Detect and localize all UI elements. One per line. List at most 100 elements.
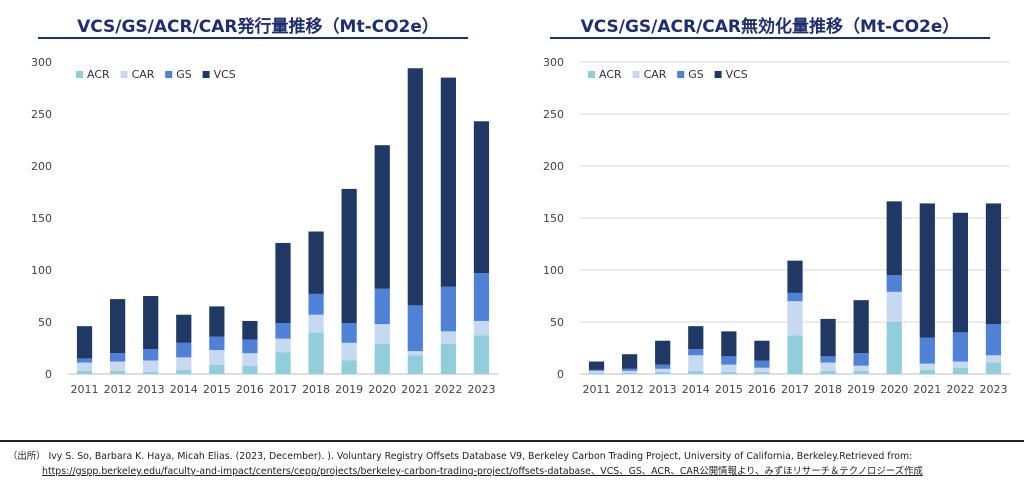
bar-car-2013 <box>143 360 159 372</box>
y-tick-label: 300 <box>31 56 52 69</box>
bar-vcs-2022 <box>952 212 968 333</box>
bar-acr-2013 <box>143 371 159 374</box>
y-tick-label: 100 <box>31 264 52 277</box>
legend-swatch-acr <box>588 71 595 78</box>
bar-vcs-2014 <box>688 326 704 350</box>
bar-gs-2016 <box>242 339 258 354</box>
x-tick-label: 2013 <box>649 383 677 396</box>
bar-acr-2022 <box>952 367 968 374</box>
bar-vcs-2023 <box>985 203 1002 325</box>
bar-car-2021 <box>919 363 935 370</box>
bar-gs-2016 <box>754 360 770 368</box>
bar-gs-2021 <box>407 305 423 352</box>
bar-acr-2012 <box>622 372 638 374</box>
y-tick-label: 150 <box>31 212 52 225</box>
bar-acr-2017 <box>787 335 803 374</box>
bar-vcs-2017 <box>275 242 291 324</box>
bar-car-2017 <box>275 338 291 353</box>
bar-gs-2023 <box>473 273 490 321</box>
bar-vcs-2013 <box>655 340 671 365</box>
x-tick-label: 2019 <box>847 383 875 396</box>
legend-swatch-car <box>120 71 128 78</box>
issuance-chart-panel: VCS/GS/ACR/CAR発行量推移（Mt-CO2e） 0 50 100 150 20… <box>8 0 508 430</box>
source-link[interactable]: https://gspp.berkeley.edu/faculty-and-im… <box>42 466 923 477</box>
x-tick-label: 2011 <box>583 383 611 396</box>
bar-vcs-2019 <box>341 188 357 324</box>
x-tick-label: 2016 <box>236 383 264 396</box>
y-tick-label: 100 <box>543 264 564 277</box>
bar-vcs-2011 <box>588 361 605 370</box>
bar-gs-2017 <box>275 323 291 339</box>
bar-vcs-2015 <box>209 306 225 337</box>
bar-car-2016 <box>242 353 258 366</box>
bar-gs-2014 <box>176 342 192 358</box>
retirement-chart-panel: VCS/GS/ACR/CAR無効化量推移（Mt-CO2e） 0 50 100 150 2… <box>520 0 1020 430</box>
bar-vcs-2020 <box>886 201 902 276</box>
x-tick-label: 2018 <box>302 383 330 396</box>
bar-car-2014 <box>688 355 704 371</box>
bar-car-2023 <box>473 320 490 336</box>
bar-acr-2011 <box>76 370 93 374</box>
x-tick-label: 2022 <box>946 383 974 396</box>
bar-gs-2012 <box>622 368 638 371</box>
y-tick-label: 150 <box>543 212 564 225</box>
bar-vcs-2017 <box>787 260 803 293</box>
bar-gs-2021 <box>919 337 935 364</box>
bar-gs-2019 <box>853 353 869 366</box>
bar-gs-2013 <box>143 349 159 361</box>
bar-car-2014 <box>176 357 192 370</box>
x-tick-label: 2015 <box>203 383 231 396</box>
y-tick-label: 250 <box>543 108 564 121</box>
bar-gs-2023 <box>985 324 1002 356</box>
bar-acr-2019 <box>853 370 869 374</box>
x-tick-label: 2021 <box>913 383 941 396</box>
bar-gs-2015 <box>721 356 737 365</box>
bar-car-2013 <box>655 368 671 372</box>
bar-vcs-2015 <box>721 331 737 357</box>
x-tick-label: 2018 <box>814 383 842 396</box>
bar-gs-2014 <box>688 349 704 356</box>
bar-vcs-2016 <box>754 340 770 361</box>
x-tick-label: 2013 <box>137 383 165 396</box>
bar-car-2018 <box>820 362 836 371</box>
bar-car-2019 <box>341 342 357 361</box>
bar-vcs-2021 <box>919 203 935 338</box>
bar-acr-2014 <box>176 369 192 374</box>
legend-swatch-acr <box>76 71 83 78</box>
x-tick-label: 2014 <box>682 383 710 396</box>
legend-label-acr: ACR <box>87 68 110 81</box>
x-tick-label: 2012 <box>104 383 132 396</box>
bar-acr-2023 <box>985 362 1002 374</box>
bar-vcs-2012 <box>622 354 638 369</box>
bar-acr-2021 <box>919 369 935 374</box>
bar-acr-2022 <box>440 343 456 374</box>
bar-car-2018 <box>308 314 324 333</box>
legend-swatch-car <box>632 71 640 78</box>
legend-swatch-gs <box>677 71 685 78</box>
bar-vcs-2011 <box>76 326 93 359</box>
bar-vcs-2022 <box>440 77 456 287</box>
bar-acr-2018 <box>820 370 836 374</box>
bar-car-2012 <box>110 361 126 371</box>
bar-vcs-2012 <box>110 299 126 354</box>
bar-vcs-2019 <box>853 300 869 354</box>
bar-acr-2015 <box>209 364 225 374</box>
bar-vcs-2014 <box>176 314 192 343</box>
bar-car-2017 <box>787 301 803 336</box>
retirement-chart: 0 50 100 150 200 250 300 2011 2012 2013 2014 2015 20… <box>543 56 1010 396</box>
bar-gs-2020 <box>374 288 390 325</box>
legend-label-car: CAR <box>644 68 667 81</box>
bar-vcs-2013 <box>143 296 159 350</box>
bar-gs-2020 <box>886 275 902 292</box>
bar-car-2015 <box>721 364 737 372</box>
bar-acr-2011 <box>588 372 605 374</box>
legend-swatch-gs <box>165 71 173 78</box>
title-underline <box>38 37 468 39</box>
bar-acr-2016 <box>242 365 258 374</box>
bar-gs-2011 <box>588 369 605 371</box>
bar-car-2022 <box>952 361 968 368</box>
bar-vcs-2023 <box>473 121 490 274</box>
bar-acr-2021 <box>407 355 423 374</box>
issuance-chart: 0 50 100 150 200 250 300 2011 2012 2013 2014 2015 20… <box>31 56 498 396</box>
bar-car-2020 <box>374 324 390 344</box>
